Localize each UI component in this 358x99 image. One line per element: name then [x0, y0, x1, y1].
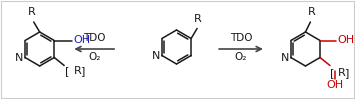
- Text: O₂: O₂: [235, 52, 247, 62]
- Text: R: R: [308, 7, 315, 17]
- Text: N: N: [15, 52, 23, 62]
- Text: N: N: [151, 50, 160, 60]
- Text: R: R: [74, 67, 82, 77]
- Text: [: [: [330, 69, 334, 79]
- Text: R: R: [28, 7, 35, 17]
- Text: R: R: [338, 69, 346, 79]
- Text: OH: OH: [73, 34, 90, 44]
- Text: OH: OH: [326, 79, 343, 89]
- Text: TDO: TDO: [230, 33, 252, 43]
- Text: R: R: [194, 13, 202, 23]
- Text: N: N: [281, 52, 289, 62]
- Text: [: [: [65, 67, 70, 77]
- Text: ]: ]: [81, 67, 86, 77]
- Text: ]: ]: [345, 69, 349, 79]
- Text: O₂: O₂: [88, 52, 100, 62]
- Text: TDO: TDO: [83, 33, 106, 43]
- Text: OH: OH: [337, 34, 354, 44]
